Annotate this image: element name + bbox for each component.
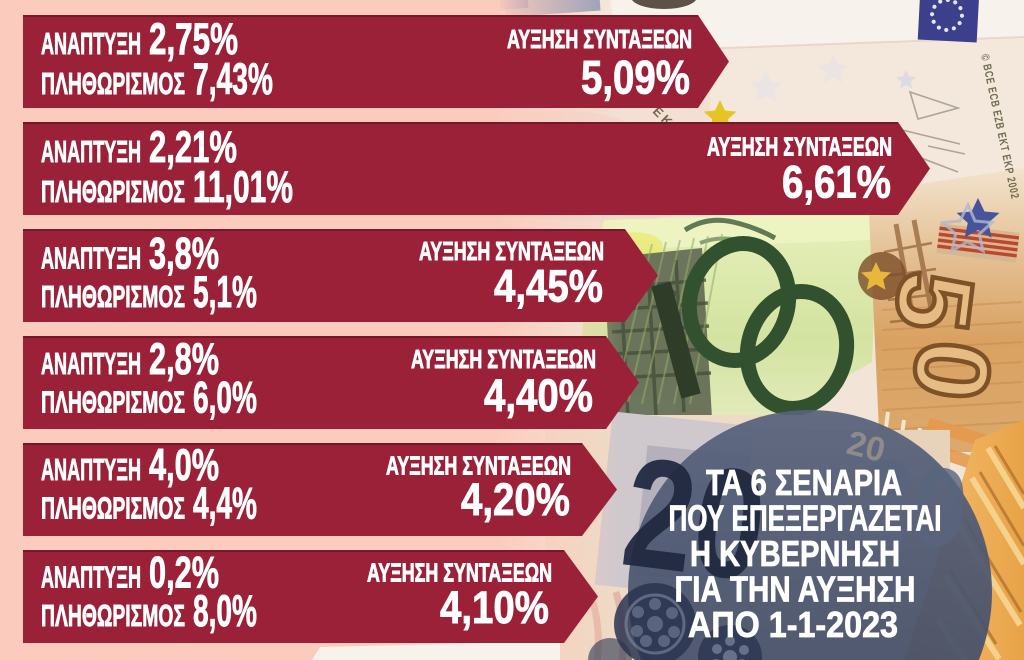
svg-text:ΑΠΟ 1-1-2023: ΑΠΟ 1-1-2023 <box>688 604 898 645</box>
svg-text:ΑΝΑΠΤΥΞΗ: ΑΝΑΠΤΥΞΗ <box>41 452 141 487</box>
svg-text:4,0%: 4,0% <box>149 441 219 490</box>
svg-text:4,40%: 4,40% <box>484 370 593 421</box>
svg-text:5,1%: 5,1% <box>193 268 257 317</box>
svg-text:4,45%: 4,45% <box>494 261 603 312</box>
svg-text:ΠΛΗΘΩΡΙΣΜΟΣ: ΠΛΗΘΩΡΙΣΜΟΣ <box>41 174 185 209</box>
svg-text:ΠΛΗΘΩΡΙΣΜΟΣ: ΠΛΗΘΩΡΙΣΜΟΣ <box>41 491 185 526</box>
svg-text:ΠΛΗΘΩΡΙΣΜΟΣ: ΠΛΗΘΩΡΙΣΜΟΣ <box>41 598 185 633</box>
svg-text:Η ΚΥΒΕΡΝΗΣΗ: Η ΚΥΒΕΡΝΗΣΗ <box>690 533 900 574</box>
svg-text:20: 20 <box>843 424 889 470</box>
svg-text:ΤΑ 6 ΣΕΝΑΡΙΑ: ΤΑ 6 ΣΕΝΑΡΙΑ <box>706 462 902 503</box>
svg-text:ΑΝΑΠΤΥΞΗ: ΑΝΑΠΤΥΞΗ <box>41 26 141 61</box>
svg-text:20: 20 <box>615 425 775 615</box>
svg-text:ΠΛΗΘΩΡΙΣΜΟΣ: ΠΛΗΘΩΡΙΣΜΟΣ <box>41 385 185 420</box>
svg-text:ΑΝΑΠΤΥΞΗ: ΑΝΑΠΤΥΞΗ <box>41 134 141 169</box>
svg-text:ΑΥΞΗΣΗ ΣΥΝΤΑΞΕΩΝ: ΑΥΞΗΣΗ ΣΥΝΤΑΞΕΩΝ <box>507 26 692 54</box>
svg-text:ΑΝΑΠΤΥΞΗ: ΑΝΑΠΤΥΞΗ <box>41 241 141 276</box>
svg-text:2,8%: 2,8% <box>149 335 219 384</box>
svg-text:2,75%: 2,75% <box>149 15 238 64</box>
svg-text:ΑΥΞΗΣΗ ΣΥΝΤΑΞΕΩΝ: ΑΥΞΗΣΗ ΣΥΝΤΑΞΕΩΝ <box>707 134 892 162</box>
svg-text:4,20%: 4,20% <box>461 474 570 525</box>
svg-text:ΑΥΞΗΣΗ ΣΥΝΤΑΞΕΩΝ: ΑΥΞΗΣΗ ΣΥΝΤΑΞΕΩΝ <box>419 238 604 266</box>
svg-text:6,61%: 6,61% <box>782 157 891 208</box>
svg-text:6,0%: 6,0% <box>193 374 257 423</box>
svg-text:ΑΥΞΗΣΗ ΣΥΝΤΑΞΕΩΝ: ΑΥΞΗΣΗ ΣΥΝΤΑΞΕΩΝ <box>411 346 596 374</box>
svg-text:3,8%: 3,8% <box>149 230 219 279</box>
svg-text:ΠΛΗΘΩΡΙΣΜΟΣ: ΠΛΗΘΩΡΙΣΜΟΣ <box>41 279 185 314</box>
svg-text:11,01%: 11,01% <box>193 163 293 212</box>
svg-text:0,2%: 0,2% <box>149 549 219 598</box>
svg-text:ΠΛΗΘΩΡΙΣΜΟΣ: ΠΛΗΘΩΡΙΣΜΟΣ <box>41 66 185 101</box>
svg-text:ΠΟΥ ΕΠΕΞΕΡΓΑΖΕΤΑΙ: ΠΟΥ ΕΠΕΞΕΡΓΑΖΕΤΑΙ <box>669 498 942 539</box>
svg-text:ΑΝΑΠΤΥΞΗ: ΑΝΑΠΤΥΞΗ <box>41 560 141 595</box>
svg-text:4,4%: 4,4% <box>193 480 257 529</box>
svg-text:ΑΥΞΗΣΗ ΣΥΝΤΑΞΕΩΝ: ΑΥΞΗΣΗ ΣΥΝΤΑΞΕΩΝ <box>367 560 552 588</box>
svg-text:2,21%: 2,21% <box>149 123 237 172</box>
svg-text:5,09%: 5,09% <box>581 51 690 104</box>
svg-text:7,43%: 7,43% <box>193 55 273 104</box>
svg-text:4,10%: 4,10% <box>440 582 549 633</box>
svg-text:8,0%: 8,0% <box>193 587 257 636</box>
svg-text:20: 20 <box>849 434 975 573</box>
svg-text:ΑΝΑΠΤΥΞΗ: ΑΝΑΠΤΥΞΗ <box>41 346 141 381</box>
svg-text:ΓΙΑ ΤΗΝ ΑΥΞΗΣΗ: ΓΙΑ ΤΗΝ ΑΥΞΗΣΗ <box>675 569 916 610</box>
svg-text:ΑΥΞΗΣΗ ΣΥΝΤΑΞΕΩΝ: ΑΥΞΗΣΗ ΣΥΝΤΑΞΕΩΝ <box>386 452 571 480</box>
